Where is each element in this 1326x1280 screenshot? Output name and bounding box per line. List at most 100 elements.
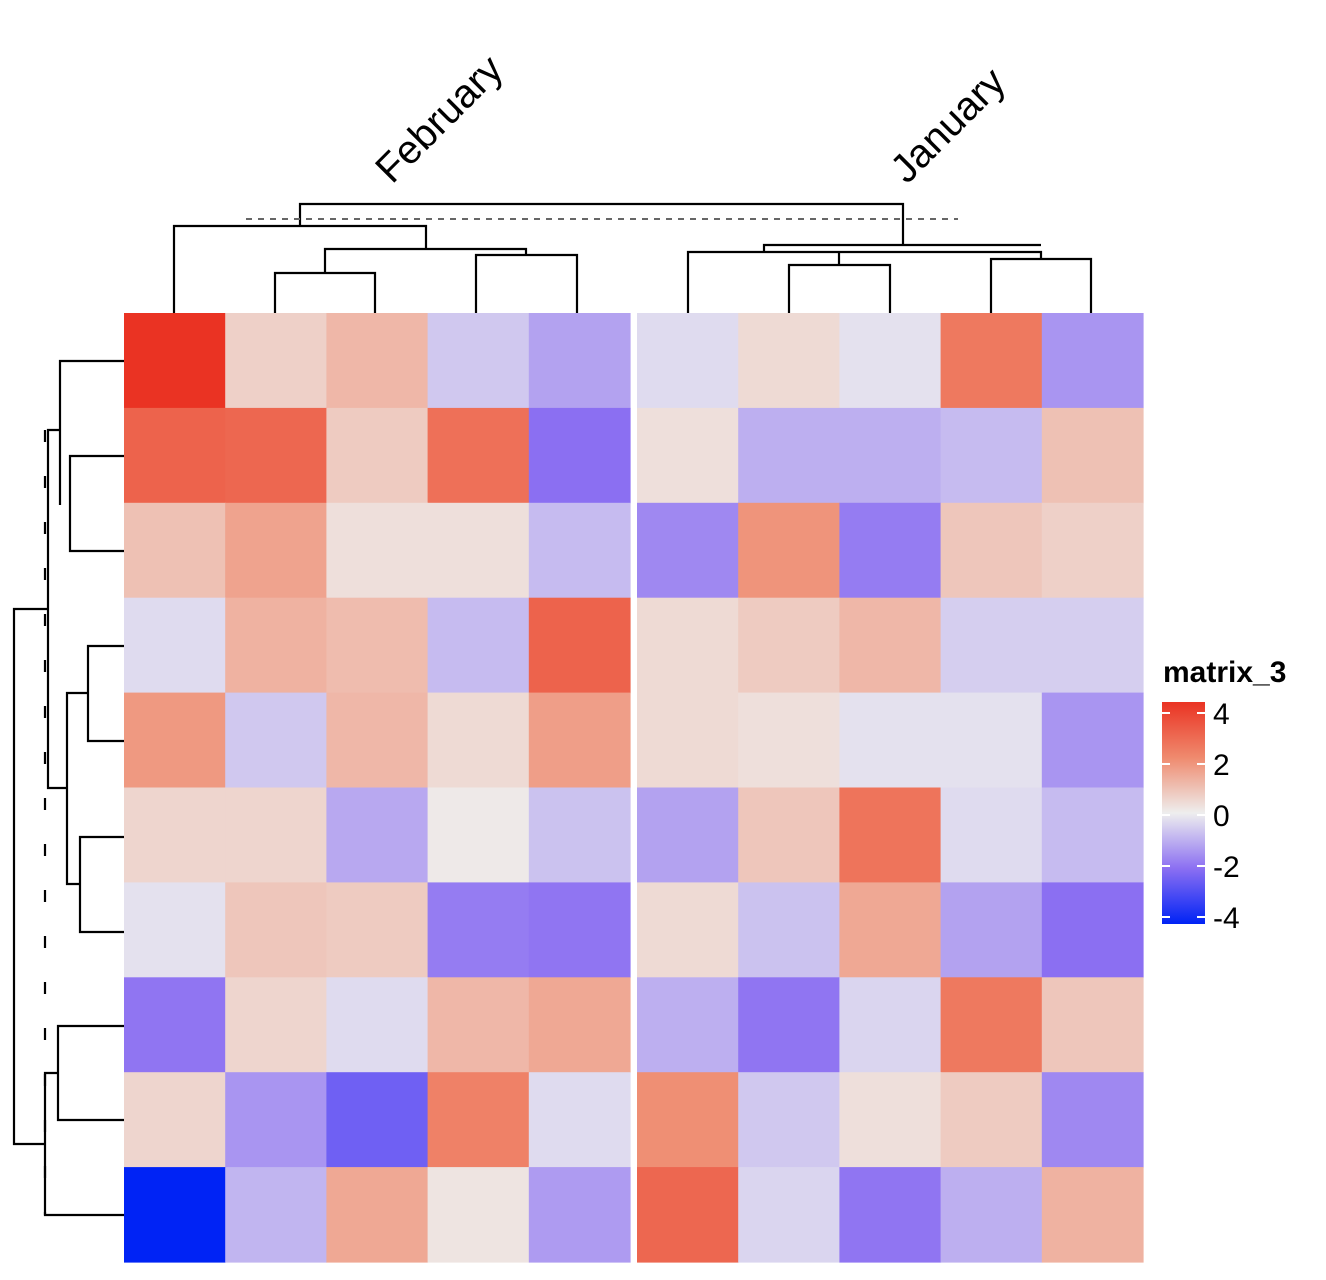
heatmap-cell <box>528 502 631 599</box>
heatmap-cell <box>738 597 840 694</box>
heatmap-cell <box>637 692 739 789</box>
heatmap-cell <box>124 1167 226 1263</box>
heatmap-cell <box>738 1167 840 1263</box>
heatmap-cell <box>940 882 1043 978</box>
legend-tick-label: 0 <box>1213 800 1230 833</box>
heatmap-cell <box>839 977 942 1073</box>
heatmap-cell <box>1041 502 1144 599</box>
heatmap-cell <box>124 882 226 978</box>
heatmap-cell <box>1041 407 1144 504</box>
heatmap-cell <box>637 597 739 694</box>
heatmap-cell <box>124 313 226 409</box>
heatmap-cell <box>637 977 739 1073</box>
heatmap-cell <box>225 692 327 789</box>
heatmap-cell <box>1041 1167 1144 1263</box>
heatmap-cell <box>124 977 226 1073</box>
heatmap-cell <box>839 1167 942 1263</box>
heatmap-cell <box>326 787 429 883</box>
heatmap-cell <box>427 407 530 504</box>
heatmap-cell <box>738 407 840 504</box>
heatmap-cell <box>427 787 530 883</box>
heatmap-cell <box>124 1072 226 1168</box>
heatmap-cell <box>124 787 226 883</box>
heatmap-cell <box>225 787 327 883</box>
heatmap-cell <box>326 1072 429 1168</box>
heatmap-cell <box>940 502 1043 599</box>
heatmap-cell <box>326 1167 429 1263</box>
heatmap-cell <box>839 407 942 504</box>
heatmap-cell <box>940 313 1043 409</box>
column-dendrogram <box>172 202 1093 313</box>
heatmap-cell <box>738 313 840 409</box>
heatmap-cell <box>839 1072 942 1168</box>
legend-tick-label: 2 <box>1213 749 1230 782</box>
legend-ticks: 4 2 0 -2 -4 <box>1162 698 1240 935</box>
heatmap-cell <box>637 407 739 504</box>
heatmap-cell <box>839 502 942 599</box>
heatmap-cell <box>427 977 530 1073</box>
heatmap-cell <box>427 597 530 694</box>
heatmap-cell <box>940 692 1043 789</box>
heatmap-cell <box>225 1072 327 1168</box>
heatmap-cell <box>326 313 429 409</box>
legend-tick-label: -4 <box>1213 902 1240 935</box>
heatmap-cell <box>326 407 429 504</box>
heatmap-cell <box>124 692 226 789</box>
legend-color-bar <box>1162 702 1205 924</box>
heatmap-cell <box>225 882 327 978</box>
heatmap-cell <box>326 977 429 1073</box>
heatmap-cell <box>528 692 631 789</box>
heatmap-cell <box>940 977 1043 1073</box>
heatmap-cell <box>427 313 530 409</box>
heatmap-cell <box>528 597 631 694</box>
heatmap-cell <box>427 1167 530 1263</box>
heatmap-cell <box>637 1072 739 1168</box>
heatmap-cell <box>637 787 739 883</box>
heatmap-cell <box>839 882 942 978</box>
heatmap-cell <box>940 787 1043 883</box>
heatmap-cell <box>738 692 840 789</box>
heatmap-cell <box>637 882 739 978</box>
heatmap-cell <box>839 692 942 789</box>
heatmap-cell <box>528 977 631 1073</box>
heatmap-cell <box>528 407 631 504</box>
heatmap-cell <box>1041 977 1144 1073</box>
heatmap-cell <box>1041 313 1144 409</box>
heatmap-cell <box>225 407 327 504</box>
legend-tick-label: -2 <box>1213 851 1240 884</box>
heatmap-cell <box>528 313 631 409</box>
heatmap-cell <box>738 1072 840 1168</box>
heatmap-cell <box>225 313 327 409</box>
legend-title: matrix_3 <box>1163 656 1286 689</box>
heatmap-cell <box>940 1167 1043 1263</box>
heatmap-cell <box>1041 1072 1144 1168</box>
heatmap-cell <box>1041 882 1144 978</box>
heatmap-cell <box>940 597 1043 694</box>
heatmap-cell <box>738 787 840 883</box>
heatmap-cell <box>124 407 226 504</box>
row-dendrogram <box>12 359 124 1217</box>
heatmap-cell <box>326 597 429 694</box>
column-group-title-february: February <box>367 47 511 191</box>
heatmap-cell <box>326 882 429 978</box>
heatmap-cell <box>637 1167 739 1263</box>
heatmap-cell <box>738 502 840 599</box>
heatmap-cell <box>225 977 327 1073</box>
heatmap-cell <box>528 1167 631 1263</box>
heatmap-cells <box>124 313 1144 1263</box>
heatmap-cell <box>637 313 739 409</box>
heatmap-cell <box>528 882 631 978</box>
heatmap-cell <box>839 597 942 694</box>
heatmap-cell <box>940 1072 1043 1168</box>
heatmap-cell <box>637 502 739 599</box>
heatmap-cell <box>427 882 530 978</box>
heatmap-cell <box>1041 597 1144 694</box>
heatmap-cell <box>839 313 942 409</box>
heatmap-cell <box>528 787 631 883</box>
heatmap-cell <box>738 882 840 978</box>
heatmap-cell <box>124 597 226 694</box>
heatmap-cell <box>427 1072 530 1168</box>
column-group-title-january: January <box>882 60 1014 192</box>
heatmap-cell <box>124 502 226 599</box>
